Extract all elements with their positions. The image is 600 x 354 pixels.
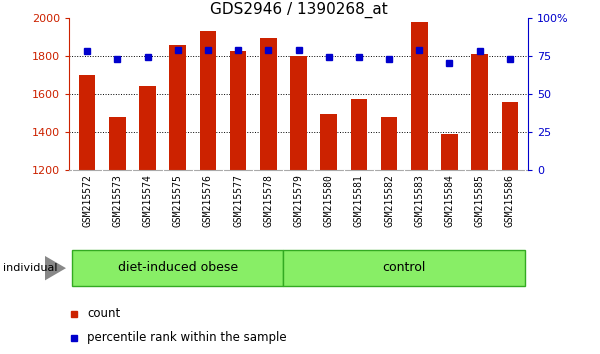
Text: percentile rank within the sample: percentile rank within the sample xyxy=(88,331,287,344)
Bar xyxy=(350,98,367,170)
Bar xyxy=(441,134,458,170)
Text: GSM215572: GSM215572 xyxy=(82,174,92,227)
Text: GSM215580: GSM215580 xyxy=(323,174,334,227)
Bar xyxy=(472,54,488,170)
Text: GSM215576: GSM215576 xyxy=(203,174,213,227)
Bar xyxy=(283,250,525,286)
Bar xyxy=(260,38,277,170)
Text: GSM215584: GSM215584 xyxy=(445,174,454,227)
Text: GSM215575: GSM215575 xyxy=(173,174,183,227)
Text: GSM215579: GSM215579 xyxy=(293,174,304,227)
Text: GSM215577: GSM215577 xyxy=(233,174,243,227)
Bar xyxy=(411,22,428,170)
Text: GSM215578: GSM215578 xyxy=(263,174,274,227)
Bar xyxy=(200,31,216,170)
Text: diet-induced obese: diet-induced obese xyxy=(118,261,238,274)
Bar xyxy=(72,250,283,286)
Text: individual: individual xyxy=(3,263,58,273)
Text: GSM215582: GSM215582 xyxy=(384,174,394,227)
Bar xyxy=(381,117,397,170)
Bar xyxy=(169,45,186,170)
Text: GSM215585: GSM215585 xyxy=(475,174,485,227)
Bar xyxy=(320,114,337,170)
Text: GSM215573: GSM215573 xyxy=(112,174,122,227)
Bar xyxy=(502,102,518,170)
Bar xyxy=(290,56,307,170)
Bar xyxy=(79,75,95,170)
Text: GSM215586: GSM215586 xyxy=(505,174,515,227)
Bar xyxy=(139,86,156,170)
Text: count: count xyxy=(88,307,121,320)
Title: GDS2946 / 1390268_at: GDS2946 / 1390268_at xyxy=(209,1,388,18)
Polygon shape xyxy=(45,256,66,280)
Text: GSM215583: GSM215583 xyxy=(414,174,424,227)
Bar xyxy=(230,51,247,170)
Text: control: control xyxy=(383,261,426,274)
Bar xyxy=(109,116,125,170)
Text: GSM215574: GSM215574 xyxy=(143,174,152,227)
Text: GSM215581: GSM215581 xyxy=(354,174,364,227)
